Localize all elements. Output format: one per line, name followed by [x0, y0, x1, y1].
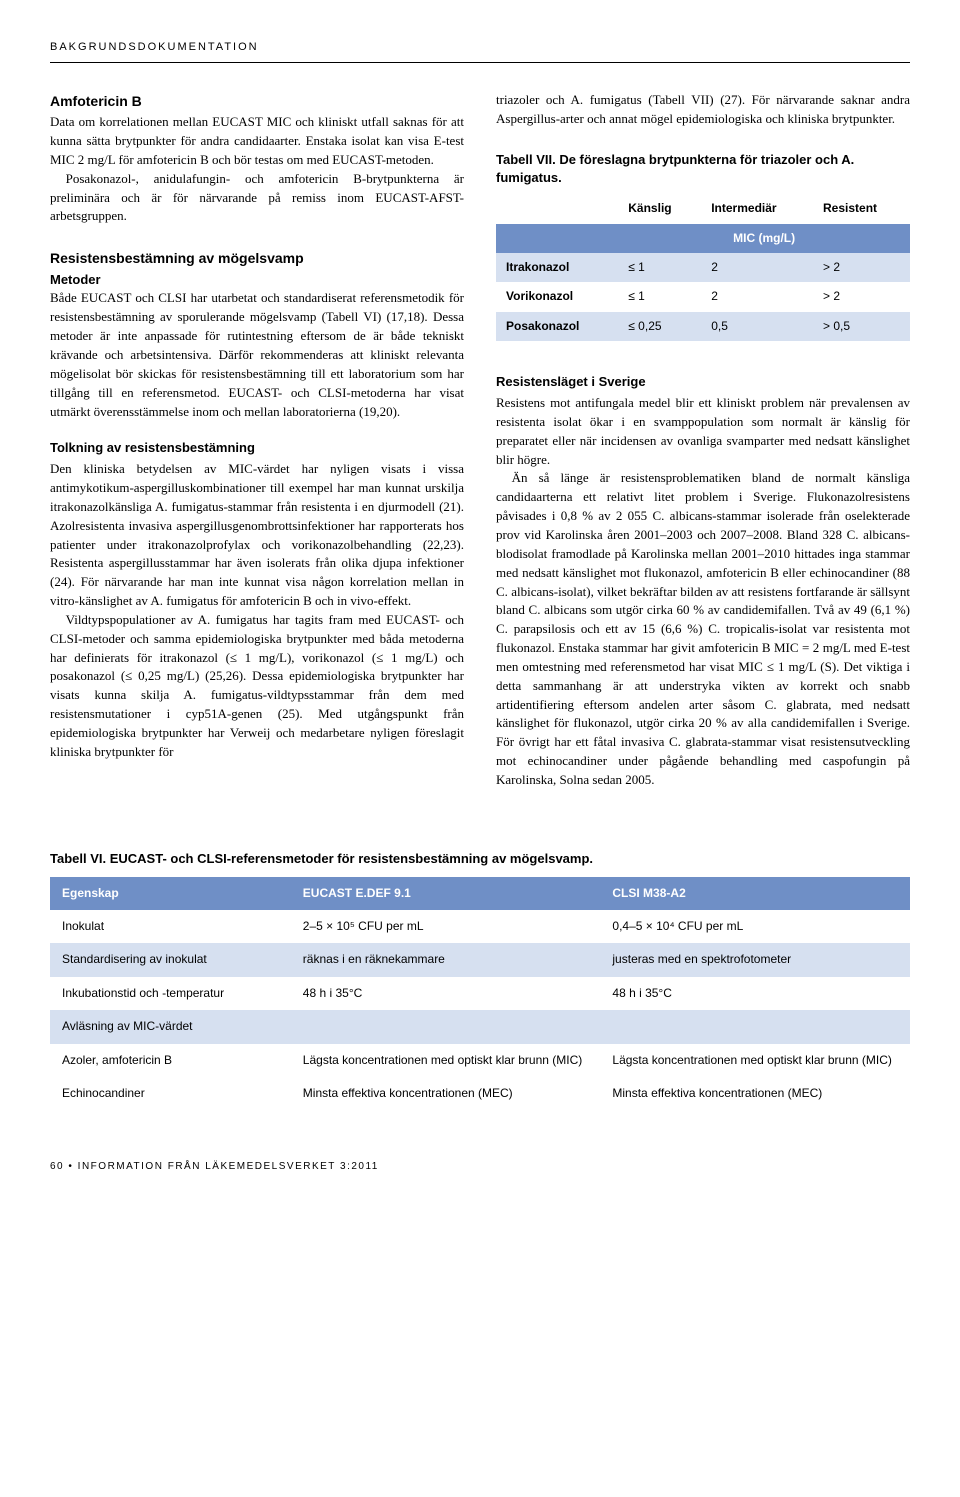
- table-cell: Avläsning av MIC-värdet: [50, 1010, 291, 1043]
- heading-metoder: Metoder: [50, 271, 464, 290]
- left-column: Amfotericin B Data om korrelationen mell…: [50, 91, 464, 790]
- table-cell: Inkubationstid och -temperatur: [50, 977, 291, 1010]
- table-cell: [291, 1010, 601, 1043]
- heading-resistensbestamning: Resistensbestämning av mögelsvamp: [50, 248, 464, 268]
- header-label: BAKGRUNDSDOKUMENTATION: [50, 40, 910, 63]
- table-cell: ≤ 1: [618, 282, 701, 311]
- table-cell: Lägsta koncentrationen med optiskt klar …: [600, 1044, 910, 1077]
- heading-resistenslaget-sverige: Resistensläget i Sverige: [496, 373, 910, 392]
- table-cell: Vorikonazol: [496, 282, 618, 311]
- table-cell: 2–5 × 10⁵ CFU per mL: [291, 910, 601, 943]
- table-col-header: CLSI M38-A2: [600, 877, 910, 910]
- paragraph: Posakonazol-, anidulafungin- och amfoter…: [50, 170, 464, 227]
- table-cell: Azoler, amfotericin B: [50, 1044, 291, 1077]
- table-cell: > 2: [813, 282, 910, 311]
- table-cell: 48 h i 35°C: [600, 977, 910, 1010]
- table-cell: Lägsta koncentrationen med optiskt klar …: [291, 1044, 601, 1077]
- table-cell: 0,4–5 × 10⁴ CFU per mL: [600, 910, 910, 943]
- table-vi: Egenskap EUCAST E.DEF 9.1 CLSI M38-A2 In…: [50, 877, 910, 1111]
- table-vi-title: Tabell VI. EUCAST- och CLSI-referensmeto…: [50, 850, 910, 869]
- table-col-header: EUCAST E.DEF 9.1: [291, 877, 601, 910]
- heading-tolkning: Tolkning av resistensbestämning: [50, 439, 464, 458]
- two-column-layout: Amfotericin B Data om korrelationen mell…: [50, 91, 910, 790]
- paragraph: Vildtypspopulationer av A. fumigatus har…: [50, 611, 464, 762]
- table-col-header: [496, 194, 618, 223]
- table-vi-section: Tabell VI. EUCAST- och CLSI-referensmeto…: [50, 850, 910, 1111]
- right-column: triazoler och A. fumigatus (Tabell VII) …: [496, 91, 910, 790]
- table-col-header: Känslig: [618, 194, 701, 223]
- table-cell: > 0,5: [813, 312, 910, 341]
- table-header-mic: MIC (mg/L): [618, 224, 910, 253]
- table-col-header: Intermediär: [701, 194, 813, 223]
- table-cell: Minsta effektiva koncentrationen (MEC): [600, 1077, 910, 1110]
- table-cell: > 2: [813, 253, 910, 282]
- table-cell: justeras med en spektrofotometer: [600, 943, 910, 976]
- paragraph: Data om korrelationen mellan EUCAST MIC …: [50, 113, 464, 170]
- paragraph: Både EUCAST och CLSI har utarbetat och s…: [50, 289, 464, 421]
- table-cell: 0,5: [701, 312, 813, 341]
- table-cell: Posakonazol: [496, 312, 618, 341]
- table-cell: Echinocandiner: [50, 1077, 291, 1110]
- paragraph: Än så länge är resistensproblematiken bl…: [496, 469, 910, 789]
- table-cell: 2: [701, 282, 813, 311]
- table-cell: [600, 1010, 910, 1043]
- table-vii: MIC (mg/L) Känslig Intermediär Resistent…: [496, 194, 910, 341]
- table-cell: räknas i en räknekammare: [291, 943, 601, 976]
- heading-amfotericin-b: Amfotericin B: [50, 91, 464, 111]
- paragraph: Resistens mot antifungala medel blir ett…: [496, 394, 910, 469]
- table-cell: Inokulat: [50, 910, 291, 943]
- table-cell: ≤ 0,25: [618, 312, 701, 341]
- paragraph-continuation: triazoler och A. fumigatus (Tabell VII) …: [496, 91, 910, 129]
- table-cell: Minsta effektiva koncentrationen (MEC): [291, 1077, 601, 1110]
- page-footer: 60 • INFORMATION FRÅN LÄKEMEDELSVERKET 3…: [50, 1160, 910, 1175]
- table-cell: Standardisering av inokulat: [50, 943, 291, 976]
- table-cell: ≤ 1: [618, 253, 701, 282]
- table-cell: 48 h i 35°C: [291, 977, 601, 1010]
- table-cell: 2: [701, 253, 813, 282]
- table-col-header: Egenskap: [50, 877, 291, 910]
- paragraph: Den kliniska betydelsen av MIC-värdet ha…: [50, 460, 464, 611]
- table-col-header: Resistent: [813, 194, 910, 223]
- table-cell: Itrakonazol: [496, 253, 618, 282]
- table-vii-title: Tabell VII. De föreslagna brytpunkterna …: [496, 151, 910, 189]
